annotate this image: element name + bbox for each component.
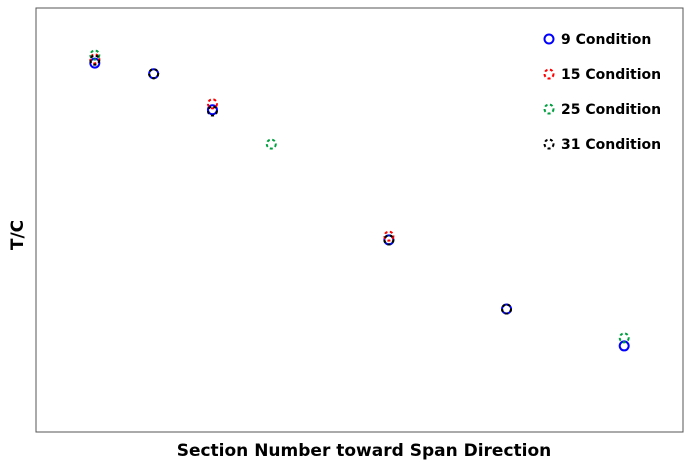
legend-marker xyxy=(543,68,555,80)
y-axis-label: T/C xyxy=(8,220,28,250)
legend-label: 9 Condition xyxy=(561,32,651,48)
data-point xyxy=(206,98,218,110)
data-point xyxy=(148,68,160,80)
data-point xyxy=(206,105,218,117)
data-point xyxy=(89,53,101,65)
data-point xyxy=(383,234,395,246)
legend-label: 31 Condition xyxy=(561,137,661,153)
legend-marker xyxy=(543,103,555,115)
data-point xyxy=(265,138,277,150)
legend-label: 25 Condition xyxy=(561,102,661,118)
data-point xyxy=(618,332,630,344)
data-point xyxy=(89,49,101,61)
data-point xyxy=(501,303,513,315)
x-axis-label: Section Number toward Span Direction xyxy=(177,441,552,461)
plot-frame xyxy=(35,7,684,433)
data-point xyxy=(206,104,218,116)
legend-label: 15 Condition xyxy=(561,67,661,83)
legend-marker xyxy=(543,138,555,150)
legend-marker xyxy=(543,33,555,45)
data-point xyxy=(89,54,101,66)
data-point xyxy=(383,230,395,242)
